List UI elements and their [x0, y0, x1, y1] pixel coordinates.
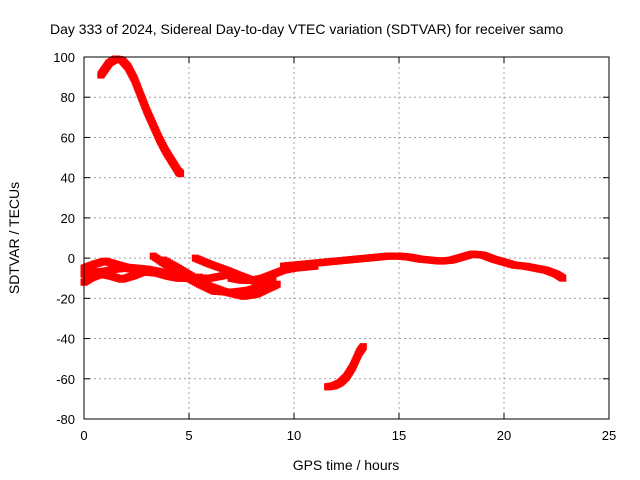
data-point: [149, 268, 157, 276]
y-tick-label: -40: [56, 332, 75, 347]
axis-ticks: 0 5 10 15 20 25 -80 -60 -40 -20 0 20 40 60 80 100: [53, 50, 616, 443]
series-mid-b: [160, 256, 281, 300]
x-tick-label: 0: [80, 428, 87, 443]
y-tick-label: 20: [61, 211, 75, 226]
y-tick-label: 0: [68, 251, 75, 266]
x-tick-label: 25: [602, 428, 616, 443]
x-tick-label: 15: [392, 428, 406, 443]
data-point: [311, 262, 319, 270]
series-early-c: [80, 268, 157, 286]
chart-title: Day 333 of 2024, Sidereal Day-to-day VTE…: [50, 21, 563, 37]
x-tick-label: 20: [497, 428, 511, 443]
data-point: [273, 280, 281, 288]
data-point: [259, 280, 266, 288]
grid: [84, 57, 609, 419]
series-mid-d: [227, 262, 319, 284]
data-points: [80, 55, 567, 391]
data-point: [559, 274, 567, 282]
series-arc-low: [324, 343, 367, 391]
y-tick-label: -20: [56, 291, 75, 306]
x-tick-label: 5: [185, 428, 192, 443]
y-tick-label: -80: [56, 412, 75, 427]
data-point: [177, 170, 185, 178]
data-point: [359, 343, 367, 351]
data-point: [269, 276, 277, 284]
x-axis-label: GPS time / hours: [293, 457, 400, 473]
y-axis-label: SDTVAR / TECUs: [6, 182, 22, 294]
y-tick-label: 80: [61, 90, 75, 105]
x-tick-label: 10: [287, 428, 301, 443]
y-tick-label: -60: [56, 372, 75, 387]
y-tick-label: 40: [61, 171, 75, 186]
series-main-band: [280, 250, 567, 282]
y-tick-label: 60: [61, 130, 75, 145]
y-tick-label: 100: [53, 50, 75, 65]
plot-frame: [83, 56, 610, 420]
series-arc-high: [97, 55, 185, 178]
